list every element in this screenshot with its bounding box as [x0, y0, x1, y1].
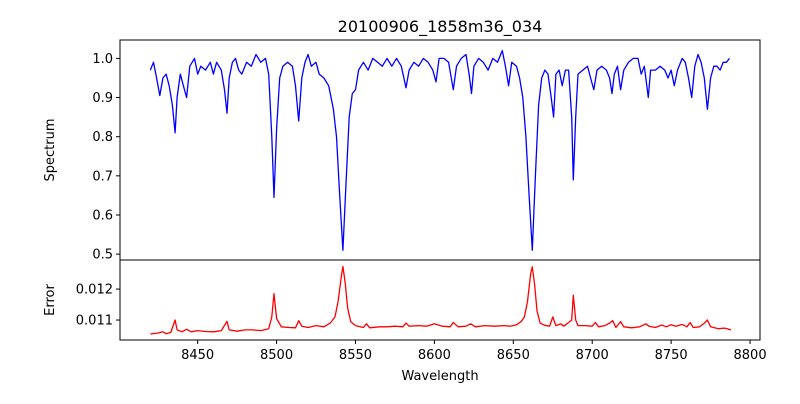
x-tick-label: 8800 — [734, 348, 767, 363]
y-tick-label: 0.7 — [92, 169, 113, 184]
axes-frame — [119, 259, 761, 341]
y-axis-label-error: Error — [43, 284, 58, 316]
y-tick-label: 0.012 — [76, 283, 113, 298]
x-tick-label: 8700 — [576, 348, 609, 363]
error-line — [150, 265, 732, 335]
y-tick-label: 0.6 — [92, 208, 113, 223]
x-tick-label: 8550 — [339, 348, 372, 363]
x-tick-label: 8650 — [497, 348, 530, 363]
chart-title: 20100906_1858m36_034 — [338, 17, 543, 37]
x-tick-label: 8600 — [418, 348, 451, 363]
error-axes: 0.011 0.012 8450 8500 8550 8600 8650 8700 8750 88… — [76, 259, 767, 363]
x-tick-label: 8500 — [260, 348, 293, 363]
y-tick-label: 1.0 — [92, 52, 113, 67]
y-axis-label-spectrum: Spectrum — [43, 119, 58, 182]
y-tick-label: 0.5 — [92, 248, 113, 263]
x-axis-label: Wavelength — [401, 369, 478, 384]
y-tick-label: 0.8 — [92, 130, 113, 145]
x-tick-label: 8750 — [655, 348, 688, 363]
spectrum-line — [149, 49, 731, 251]
y-tick-label: 0.9 — [92, 91, 113, 106]
x-tick-label: 8450 — [181, 348, 214, 363]
y-tick-label: 0.011 — [76, 314, 113, 329]
